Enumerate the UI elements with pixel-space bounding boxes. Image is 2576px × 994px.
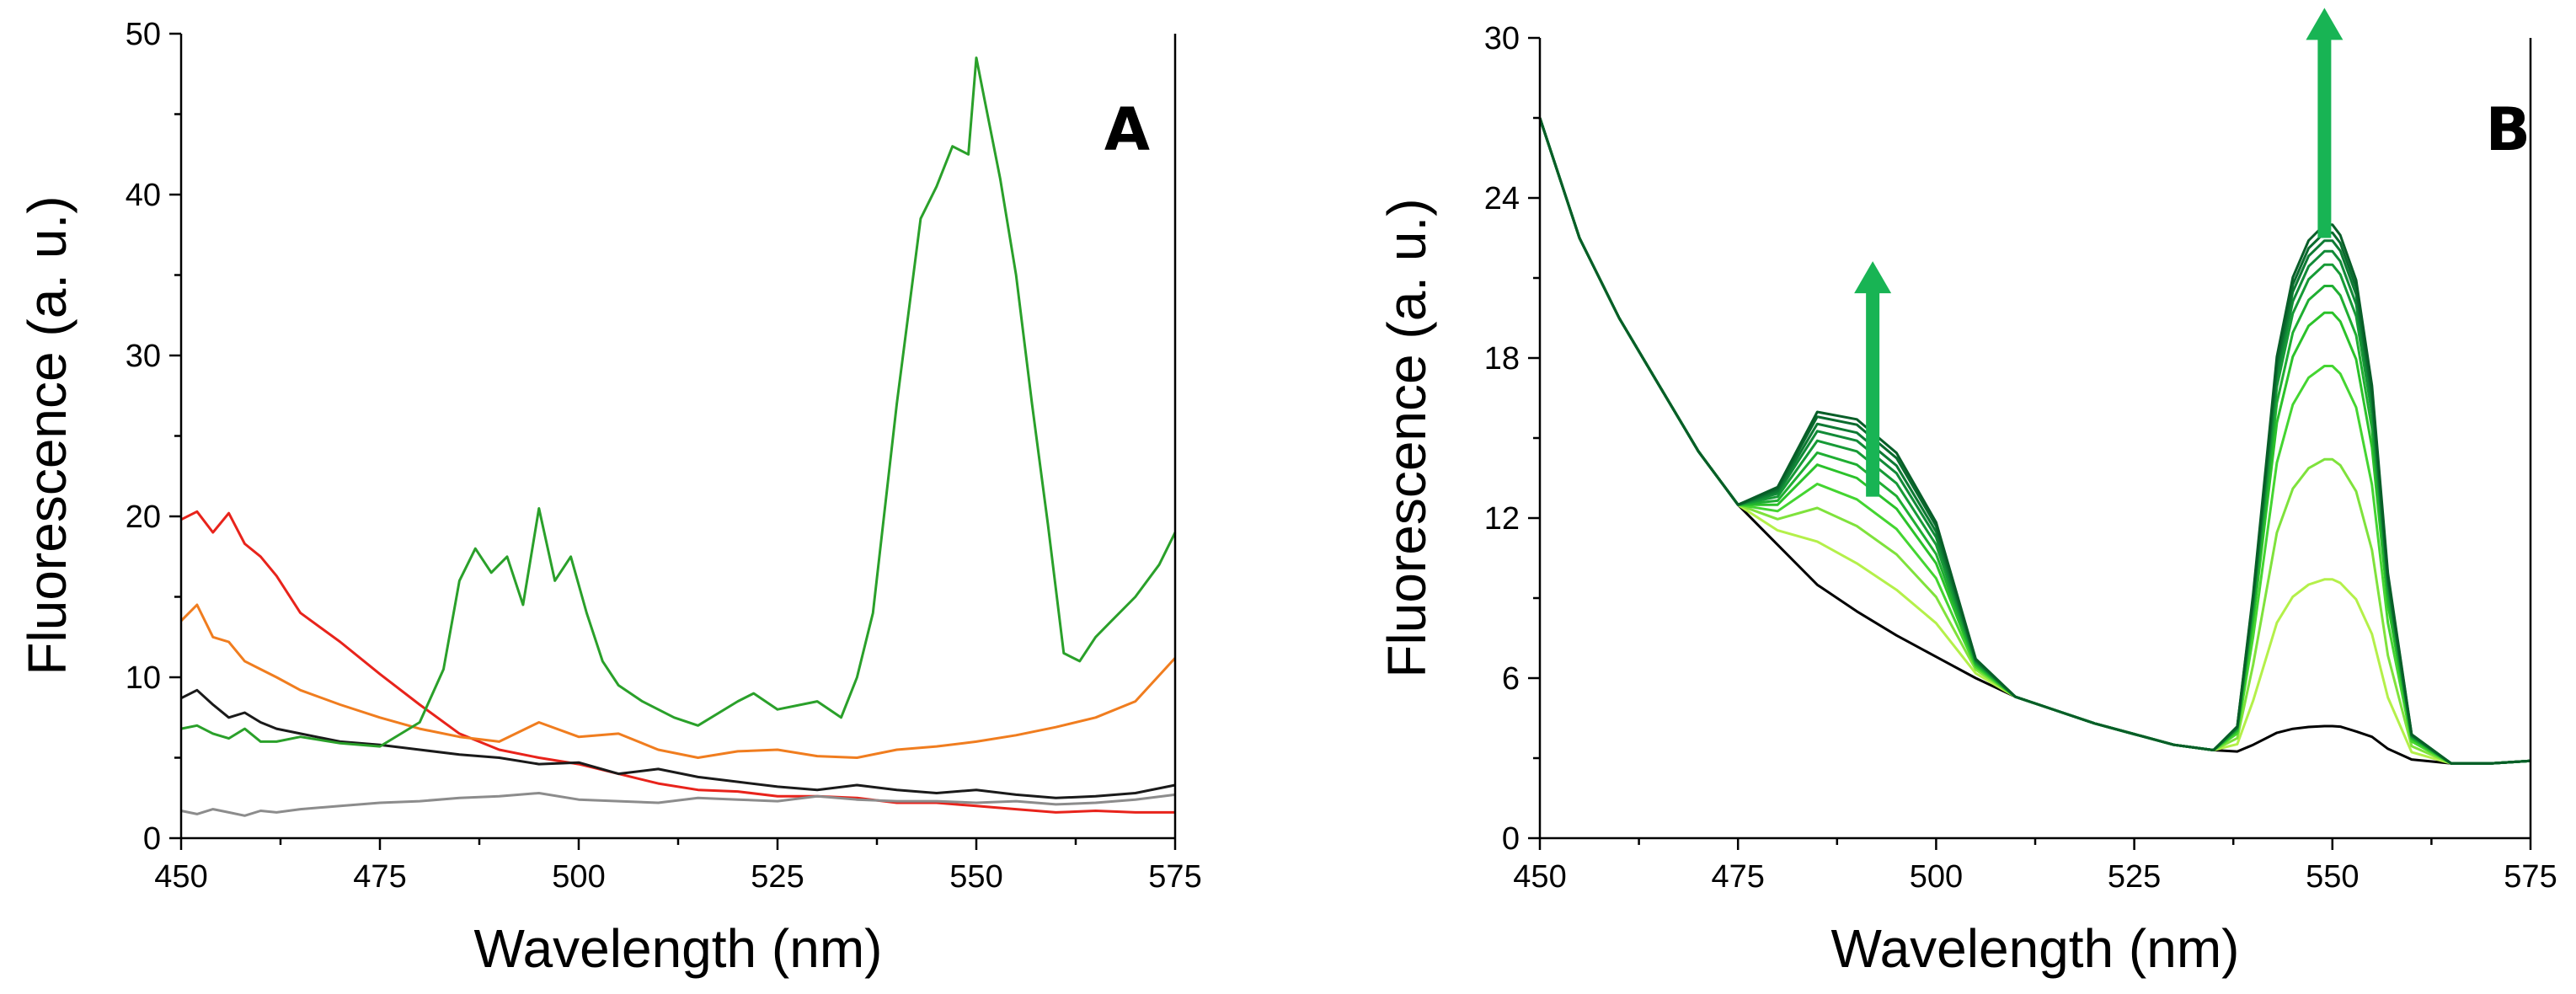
panel-a-series-group [179, 56, 1177, 817]
panel-a-y-tick-label: 10 [126, 660, 161, 696]
panel-a-axes [179, 34, 1177, 840]
panel-b-series-line-4 [1538, 117, 2531, 765]
panel-b-series-line-10 [1538, 117, 2531, 765]
panel-b-series-line-7 [1538, 117, 2531, 765]
panel-b-chart: 450 475 500 525 550 575 0 6 12 18 24 30 Wavelength … [1376, 8, 2557, 979]
panel-a-series-line-4 [180, 56, 1177, 748]
panel-a-series-line-3 [180, 688, 1176, 799]
panel-a-x-axis-title: Wavelength (nm) [474, 918, 883, 979]
panel-a-series-line-5 [180, 792, 1176, 817]
panel-b-series-line-2 [1538, 117, 2531, 765]
panel-b-y-tick-label: 18 [1484, 341, 1520, 377]
panel-b-series-line-8 [1538, 117, 2531, 765]
panel-a-y-tick-label: 0 [143, 821, 161, 857]
panel-b-arrow-head-1 [1854, 261, 1892, 294]
panel-b-x-axis-title: Wavelength (nm) [1831, 918, 2240, 979]
panel-b-arrow-head-2 [2306, 8, 2344, 40]
panel-a-series-line-2 [179, 603, 1177, 759]
panel-b-axes [1538, 38, 2532, 840]
panel-a-y-tick-label: 50 [126, 17, 161, 52]
panel-a-x-tick-label: 525 [751, 859, 804, 895]
panel-b-x-tick-label: 475 [1711, 859, 1764, 895]
panel-a-x-tick-label: 550 [949, 859, 1002, 895]
panel-b-series-group [1538, 117, 2531, 765]
panel-a-ticks: 450 475 500 525 550 575 0 10 20 30 40 50 [126, 17, 1202, 895]
panel-a-x-tick-label: 500 [552, 859, 605, 895]
panel-b-y-tick-label: 12 [1484, 501, 1520, 537]
panel-b-x-tick-label: 500 [1910, 859, 1963, 895]
panel-b-y-tick-label: 0 [1502, 821, 1520, 857]
panel-a-chart: 450 475 500 525 550 575 0 10 20 30 40 50 Wavelength… [17, 17, 1202, 979]
panel-b-y-tick-label: 30 [1484, 21, 1520, 56]
panel-b-series-line-1 [1538, 117, 2531, 765]
panel-b-series-line-6 [1538, 117, 2531, 765]
panel-b-y-tick-label: 24 [1484, 181, 1520, 216]
panel-a-x-tick-label: 475 [353, 859, 406, 895]
panel-b-series-line-5 [1538, 117, 2531, 765]
panel-b-letter: B [2486, 95, 2531, 164]
panel-a-letter: A [1104, 95, 1150, 164]
panel-b-y-axis-title: Fluorescence (a. u.) [1376, 198, 1437, 677]
panel-a-y-axis-title: Fluorescence (a. u.) [17, 195, 77, 675]
panel-a-x-tick-label: 575 [1148, 859, 1201, 895]
panel-a-x-tick-label: 450 [154, 859, 207, 895]
panel-b-series-line-9 [1538, 117, 2531, 765]
panel-b-arrows [1854, 8, 2344, 497]
panel-b-x-tick-label: 575 [2504, 859, 2557, 895]
panel-b-y-tick-label: 6 [1502, 661, 1520, 697]
panel-b-series-line-3 [1538, 117, 2531, 765]
panel-a-series-line-1 [180, 510, 1175, 814]
panel-b-x-tick-label: 525 [2108, 859, 2161, 895]
panel-b-x-tick-label: 450 [1513, 859, 1566, 895]
panel-b-series-line-11 [1538, 117, 2531, 765]
panel-b-ticks: 450 475 500 525 550 575 0 6 12 18 24 30 [1484, 21, 2557, 895]
panel-a-y-tick-label: 20 [126, 500, 161, 535]
panel-b-x-tick-label: 550 [2306, 859, 2359, 895]
panel-a-y-tick-label: 40 [126, 178, 161, 213]
panel-a-y-tick-label: 30 [126, 339, 161, 374]
